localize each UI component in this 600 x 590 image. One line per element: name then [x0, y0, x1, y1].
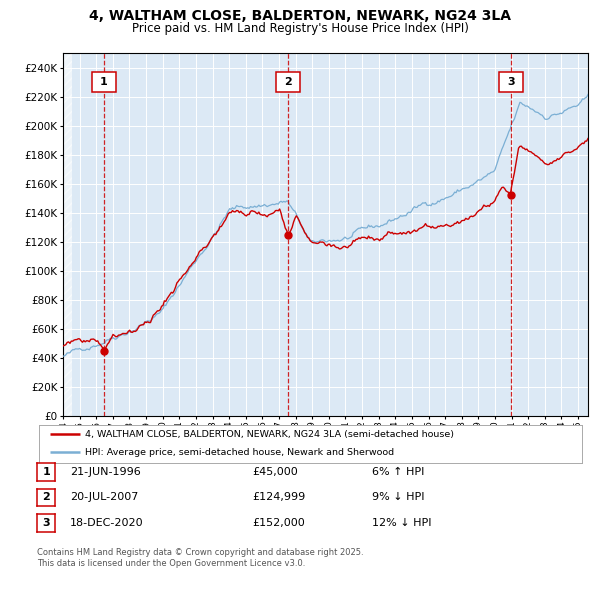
Text: 3: 3: [507, 77, 515, 87]
Text: 2: 2: [43, 493, 50, 502]
Bar: [277, 72, 300, 92]
Bar: [92, 72, 116, 92]
Text: 12% ↓ HPI: 12% ↓ HPI: [372, 518, 431, 527]
Text: 2: 2: [284, 77, 292, 87]
Text: 3: 3: [43, 518, 50, 527]
Text: Contains HM Land Registry data © Crown copyright and database right 2025.
This d: Contains HM Land Registry data © Crown c…: [37, 548, 364, 568]
Text: HPI: Average price, semi-detached house, Newark and Sherwood: HPI: Average price, semi-detached house,…: [85, 448, 394, 457]
Text: £45,000: £45,000: [252, 467, 298, 477]
Text: 4, WALTHAM CLOSE, BALDERTON, NEWARK, NG24 3LA: 4, WALTHAM CLOSE, BALDERTON, NEWARK, NG2…: [89, 9, 511, 23]
Text: £124,999: £124,999: [252, 493, 305, 502]
Text: 1: 1: [43, 467, 50, 477]
Text: 9% ↓ HPI: 9% ↓ HPI: [372, 493, 425, 502]
Text: 1: 1: [100, 77, 108, 87]
Text: 6% ↑ HPI: 6% ↑ HPI: [372, 467, 424, 477]
Bar: [499, 72, 523, 92]
Text: £152,000: £152,000: [252, 518, 305, 527]
Text: 18-DEC-2020: 18-DEC-2020: [70, 518, 144, 527]
Text: 20-JUL-2007: 20-JUL-2007: [70, 493, 139, 502]
Text: 4, WALTHAM CLOSE, BALDERTON, NEWARK, NG24 3LA (semi-detached house): 4, WALTHAM CLOSE, BALDERTON, NEWARK, NG2…: [85, 430, 454, 438]
Text: 21-JUN-1996: 21-JUN-1996: [70, 467, 141, 477]
Text: Price paid vs. HM Land Registry's House Price Index (HPI): Price paid vs. HM Land Registry's House …: [131, 22, 469, 35]
